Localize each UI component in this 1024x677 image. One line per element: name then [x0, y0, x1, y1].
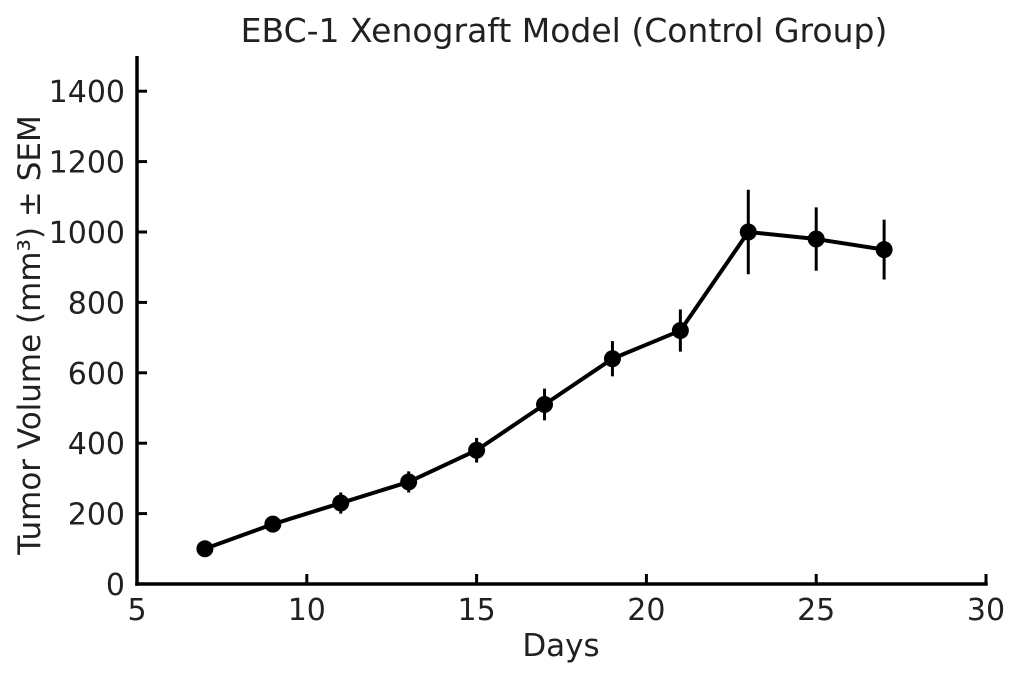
x-tick-label: 30 [967, 593, 1005, 628]
data-point [196, 540, 214, 558]
x-tick-label: 5 [127, 593, 146, 628]
x-tick-label: 10 [288, 593, 326, 628]
data-point [400, 473, 418, 491]
x-tick-label: 25 [797, 593, 835, 628]
chart-title: EBC-1 Xenograft Model (Control Group) [241, 11, 888, 50]
y-tick-label: 400 [68, 427, 125, 462]
plot-area: 5 10 15 20 25 30 0 200 400 600 800 1000 1200 1400 [49, 56, 1005, 628]
data-point [264, 515, 282, 533]
data-point [536, 395, 554, 413]
y-tick-label: 200 [68, 498, 125, 533]
y-tick-label: 1400 [49, 75, 125, 110]
y-tick-label: 600 [68, 357, 125, 392]
y-tick-label: 1000 [49, 216, 125, 251]
data-point [332, 494, 350, 512]
x-tick-label: 20 [627, 593, 665, 628]
x-axis-label: Days [522, 628, 599, 664]
data-point [807, 230, 825, 248]
y-tick-label: 800 [68, 286, 125, 321]
x-tick-label: 15 [458, 593, 496, 628]
y-axis-label: Tumor Volume (mm³) ± SEM [12, 115, 48, 556]
y-tick-label: 0 [106, 568, 125, 603]
data-point [603, 350, 621, 368]
data-point [671, 322, 689, 340]
data-point [875, 241, 893, 259]
y-tick-label: 1200 [49, 146, 125, 181]
data-point [468, 441, 486, 459]
data-point [739, 223, 757, 241]
